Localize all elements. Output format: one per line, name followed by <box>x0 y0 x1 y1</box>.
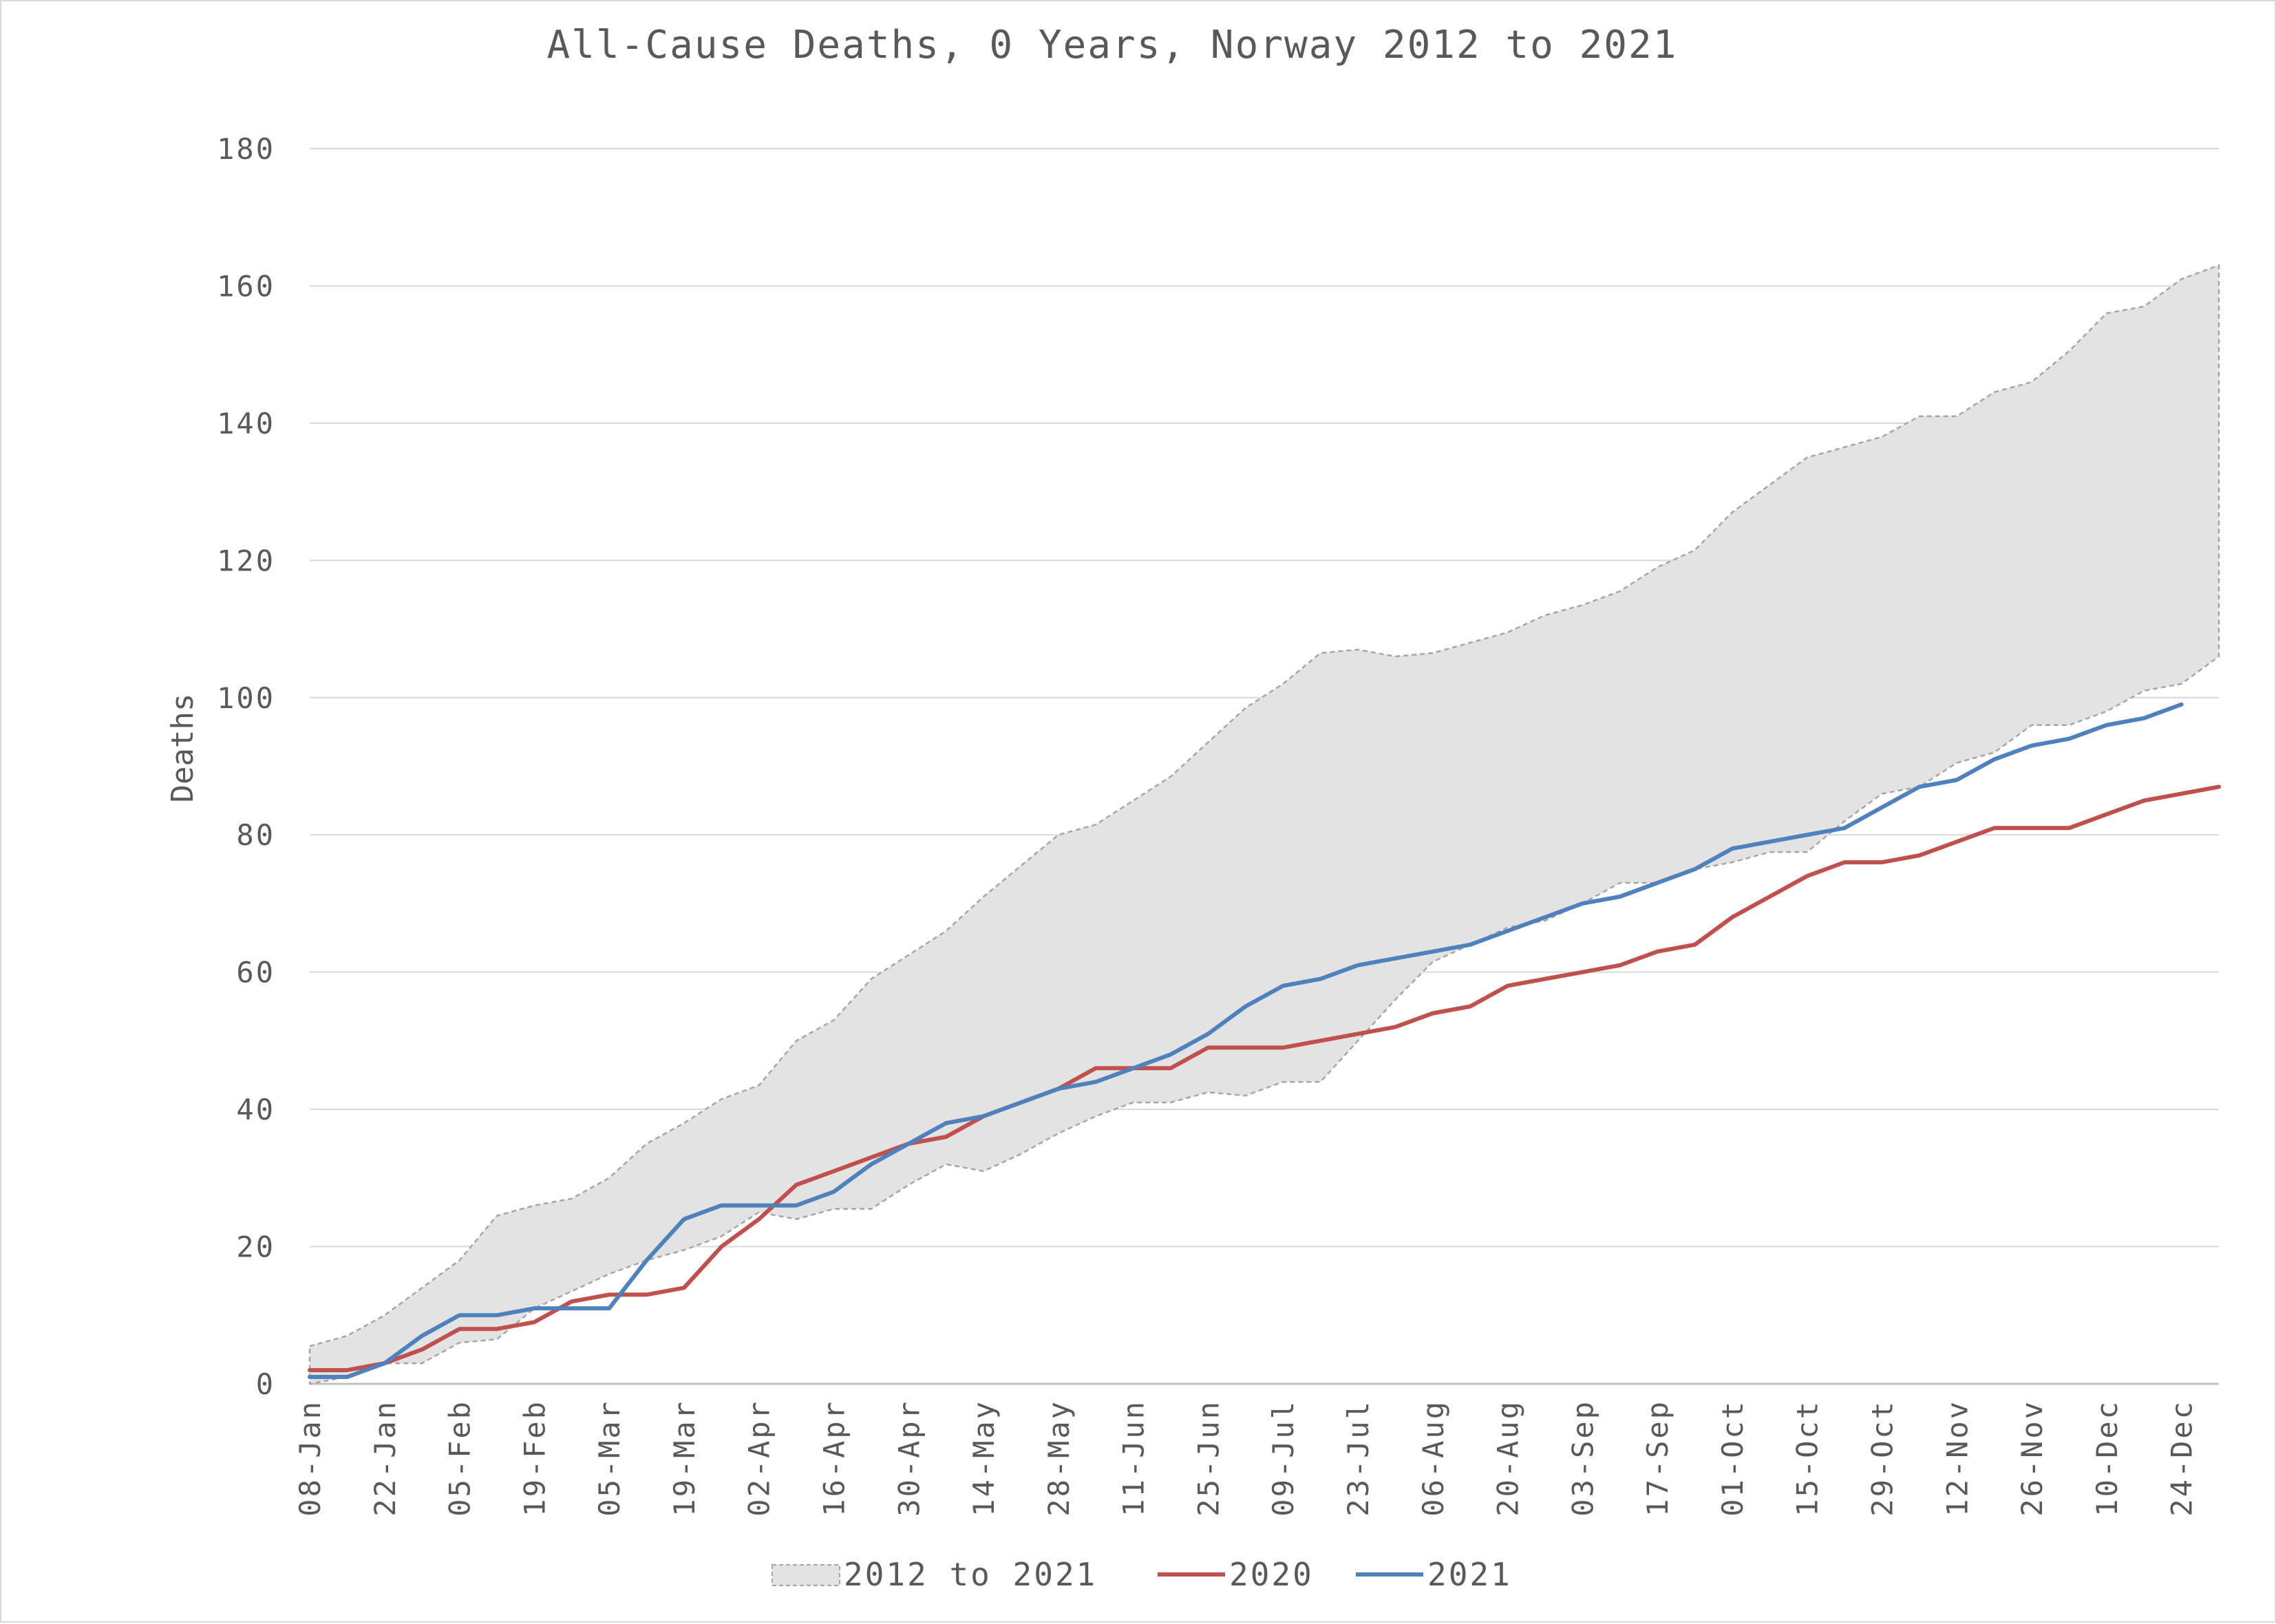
x-axis-ticks: 08-Jan 22-Jan 05-Feb 19-Feb 05-Mar 19-Mar 02-A… <box>293 1400 2199 1517</box>
x-tick-label: 05-Mar <box>593 1400 626 1517</box>
x-tick-label: 15-Oct <box>1791 1400 1825 1517</box>
y-tick-label: 0 <box>256 1367 275 1401</box>
x-tick-label: 28-May <box>1042 1400 1076 1517</box>
x-tick-label: 01-Oct <box>1716 1400 1749 1517</box>
x-tick-label: 30-Apr <box>892 1400 926 1517</box>
x-tick-label: 14-May <box>967 1400 1001 1517</box>
series-lines <box>308 702 2221 1379</box>
y-tick-label: 160 <box>217 269 275 303</box>
y-tick-label: 180 <box>217 132 275 166</box>
x-tick-label: 03-Sep <box>1566 1400 1599 1517</box>
legend-label: 2020 <box>1229 1556 1314 1593</box>
x-tick-label: 06-Aug <box>1416 1400 1450 1517</box>
x-tick-label: 22-Jan <box>368 1400 402 1517</box>
legend-label: 2021 <box>1427 1556 1512 1593</box>
x-tick-label: 20-Aug <box>1491 1400 1525 1517</box>
x-tick-label: 17-Sep <box>1641 1400 1674 1517</box>
x-tick-label: 24-Dec <box>2165 1400 2199 1517</box>
range-band-area <box>308 264 2220 1385</box>
x-tick-label: 10-Dec <box>2090 1400 2124 1517</box>
y-tick-label: 40 <box>236 1093 275 1126</box>
legend-swatch-band <box>772 1564 840 1586</box>
x-tick-label: 25-Jun <box>1191 1400 1225 1517</box>
x-tick-label: 08-Jan <box>293 1400 327 1517</box>
y-tick-label: 80 <box>236 818 275 852</box>
x-tick-label: 16-Apr <box>818 1400 851 1517</box>
range-band <box>308 264 2220 1385</box>
x-tick-label: 02-Apr <box>743 1400 776 1517</box>
y-tick-label: 140 <box>217 407 275 440</box>
x-tick-label: 29-Oct <box>1866 1400 1900 1517</box>
legend: 2012 to 2021 2020 2021 <box>772 1556 1512 1593</box>
x-tick-label: 26-Nov <box>2015 1400 2049 1517</box>
x-tick-label: 19-Mar <box>668 1400 701 1517</box>
x-tick-label: 11-Jun <box>1117 1400 1151 1517</box>
x-tick-label: 05-Feb <box>443 1400 477 1517</box>
series-line-2021 <box>308 702 2184 1379</box>
y-tick-label: 120 <box>217 544 275 577</box>
x-tick-label: 09-Jul <box>1266 1400 1300 1517</box>
chart-title: All-Cause Deaths, 0 Years, Norway 2012 t… <box>547 23 1678 67</box>
y-tick-label: 60 <box>236 956 275 990</box>
y-tick-label: 100 <box>217 681 275 715</box>
y-axis-ticks: 0 20 40 60 80 100 120 140 160 180 <box>217 132 275 1401</box>
series-line-2020 <box>308 784 2221 1373</box>
x-tick-label: 23-Jul <box>1341 1400 1375 1517</box>
y-tick-label: 20 <box>236 1230 275 1264</box>
y-axis-label: Deaths <box>165 694 200 803</box>
x-tick-label: 19-Feb <box>518 1400 551 1517</box>
x-tick-label: 12-Nov <box>1940 1400 1974 1517</box>
legend-label: 2012 to 2021 <box>844 1556 1097 1593</box>
